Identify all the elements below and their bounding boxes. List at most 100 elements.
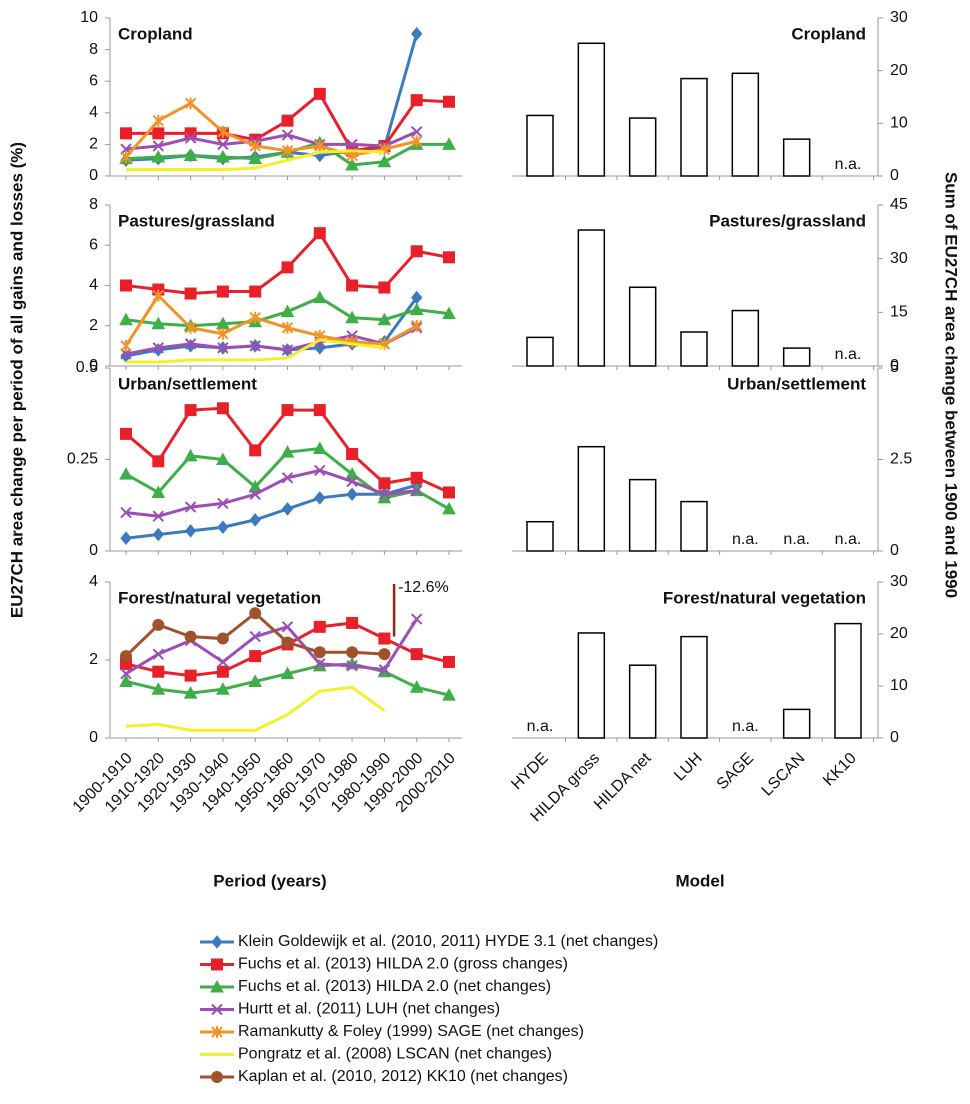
marker (346, 475, 358, 488)
marker (119, 312, 133, 326)
marker (410, 648, 423, 661)
y-tick-label: 4 (89, 104, 98, 121)
bar (731, 72, 760, 177)
marker (312, 441, 327, 455)
y-tick-label: 20 (890, 62, 908, 79)
marker (184, 669, 197, 682)
marker (216, 285, 229, 298)
panel-title: Cropland (791, 24, 866, 43)
y-tick-label: 0 (890, 542, 899, 559)
y-tick-label: 30 (890, 9, 908, 26)
marker (314, 658, 326, 670)
marker (410, 471, 423, 484)
marker (411, 27, 423, 41)
marker (151, 485, 166, 498)
series-line (125, 326, 418, 356)
marker (249, 311, 261, 324)
x-tick-label: HILDA net (591, 749, 655, 813)
marker (346, 448, 359, 461)
marker (410, 126, 423, 138)
value-label: n.a. (783, 531, 810, 548)
bar (526, 114, 554, 177)
panel-title: Urban/settlement (118, 374, 257, 393)
marker (183, 148, 198, 161)
marker (217, 497, 229, 510)
legend-marker (210, 979, 224, 993)
y-tick-label: 2 (89, 136, 98, 153)
bar (577, 229, 606, 367)
legend-label: Hurtt et al. (2011) LUH (net changes) (238, 1001, 500, 1018)
bar (526, 336, 554, 367)
y-tick-label: 10 (890, 115, 908, 132)
y-tick-label: 0 (89, 542, 98, 559)
series-line (124, 611, 385, 658)
y-tick-label: 2 (89, 317, 98, 334)
marker (249, 488, 261, 500)
marker (442, 688, 456, 701)
marker (184, 338, 197, 350)
panel-title: Forest/natural vegetation (663, 588, 866, 607)
marker (280, 666, 295, 680)
marker (249, 607, 262, 620)
marker (119, 467, 133, 480)
marker (183, 448, 198, 462)
marker (281, 144, 294, 157)
value-label: n.a. (527, 718, 554, 735)
marker (248, 151, 263, 165)
marker (216, 632, 229, 645)
marker (442, 306, 456, 320)
marker (345, 310, 359, 324)
marker (216, 452, 230, 465)
legend-marker (211, 935, 223, 949)
marker (152, 665, 165, 678)
marker (120, 151, 132, 164)
marker (281, 404, 294, 417)
value-label: n.a. (732, 718, 759, 735)
marker (409, 302, 424, 316)
marker (151, 149, 166, 163)
marker (152, 510, 165, 522)
series-line (125, 618, 418, 675)
marker (409, 680, 424, 693)
marker (346, 616, 359, 629)
bar (628, 664, 657, 739)
marker (184, 132, 197, 144)
marker (217, 327, 229, 340)
marker (152, 455, 165, 468)
bar (782, 708, 811, 739)
marker (217, 125, 229, 138)
marker (120, 650, 132, 663)
bar (731, 309, 760, 367)
marker (120, 279, 132, 292)
marker (216, 665, 229, 678)
marker (410, 94, 423, 107)
x-tick-label: HYDE (508, 750, 551, 793)
value-label: n.a. (835, 156, 862, 173)
bar (577, 445, 606, 552)
y-tick-label: 30 (890, 250, 908, 267)
y-tick-label: 30 (890, 573, 908, 590)
bar (834, 622, 862, 739)
marker (152, 114, 165, 127)
bar (782, 138, 811, 177)
marker (217, 520, 229, 534)
marker (280, 304, 295, 318)
legend-marker (211, 1003, 223, 1016)
marker (152, 527, 164, 542)
marker (443, 655, 455, 668)
marker (281, 621, 294, 633)
marker (281, 472, 294, 484)
x-tick-label: SAGE (714, 750, 757, 793)
marker (248, 479, 263, 493)
y-tick-label: 0 (890, 729, 899, 746)
marker (377, 154, 392, 168)
bar (680, 77, 708, 177)
y-tick-label: 8 (89, 41, 98, 58)
y-tick-label: 0.5 (76, 359, 98, 376)
marker (217, 656, 229, 668)
marker (378, 632, 391, 645)
bar (526, 520, 554, 552)
marker (249, 630, 261, 643)
marker (313, 646, 326, 659)
